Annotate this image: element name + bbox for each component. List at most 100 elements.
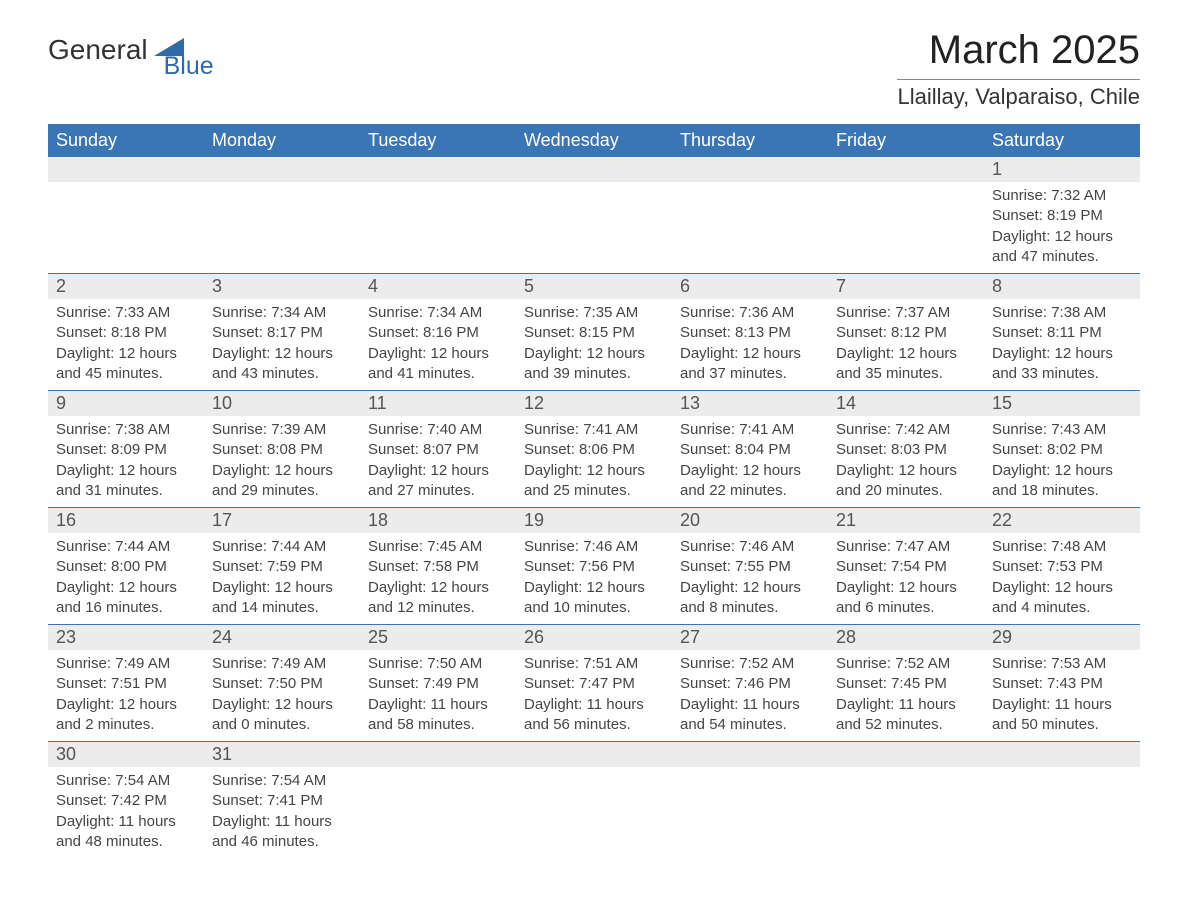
day-number-cell: 4 [360, 274, 516, 300]
day-number-cell: 11 [360, 391, 516, 417]
day-number-cell [48, 157, 204, 182]
day-data-cell: Sunrise: 7:48 AMSunset: 7:53 PMDaylight:… [984, 533, 1140, 625]
weekday-header: Monday [204, 124, 360, 157]
day-data-cell: Sunrise: 7:44 AMSunset: 8:00 PMDaylight:… [48, 533, 204, 625]
day-data-cell: Sunrise: 7:40 AMSunset: 8:07 PMDaylight:… [360, 416, 516, 508]
logo: General Blue [48, 34, 214, 81]
day-data-cell: Sunrise: 7:54 AMSunset: 7:42 PMDaylight:… [48, 767, 204, 858]
day-data-cell: Sunrise: 7:49 AMSunset: 7:51 PMDaylight:… [48, 650, 204, 742]
day-data-cell: Sunrise: 7:54 AMSunset: 7:41 PMDaylight:… [204, 767, 360, 858]
week-number-row: 23242526272829 [48, 625, 1140, 651]
day-data-cell: Sunrise: 7:53 AMSunset: 7:43 PMDaylight:… [984, 650, 1140, 742]
day-data-cell: Sunrise: 7:32 AMSunset: 8:19 PMDaylight:… [984, 182, 1140, 274]
day-number-cell: 16 [48, 508, 204, 534]
day-data-cell: Sunrise: 7:41 AMSunset: 8:04 PMDaylight:… [672, 416, 828, 508]
day-number-cell [984, 742, 1140, 768]
day-number-cell: 14 [828, 391, 984, 417]
day-number-cell [828, 157, 984, 182]
day-data-cell [516, 182, 672, 274]
week-number-row: 2345678 [48, 274, 1140, 300]
weekday-header: Thursday [672, 124, 828, 157]
day-number-cell [360, 157, 516, 182]
weekday-header: Saturday [984, 124, 1140, 157]
day-number-cell: 22 [984, 508, 1140, 534]
day-data-cell: Sunrise: 7:47 AMSunset: 7:54 PMDaylight:… [828, 533, 984, 625]
day-data-cell [672, 182, 828, 274]
day-data-cell [48, 182, 204, 274]
day-number-cell: 25 [360, 625, 516, 651]
day-number-cell: 15 [984, 391, 1140, 417]
week-data-row: Sunrise: 7:49 AMSunset: 7:51 PMDaylight:… [48, 650, 1140, 742]
day-number-cell: 3 [204, 274, 360, 300]
page-title: March 2025 [897, 28, 1140, 73]
day-data-cell [672, 767, 828, 858]
weekday-header: Friday [828, 124, 984, 157]
week-number-row: 9101112131415 [48, 391, 1140, 417]
day-data-cell: Sunrise: 7:44 AMSunset: 7:59 PMDaylight:… [204, 533, 360, 625]
day-number-cell: 13 [672, 391, 828, 417]
day-data-cell: Sunrise: 7:33 AMSunset: 8:18 PMDaylight:… [48, 299, 204, 391]
day-number-cell: 29 [984, 625, 1140, 651]
title-divider [897, 79, 1140, 80]
day-data-cell: Sunrise: 7:43 AMSunset: 8:02 PMDaylight:… [984, 416, 1140, 508]
day-data-cell: Sunrise: 7:39 AMSunset: 8:08 PMDaylight:… [204, 416, 360, 508]
day-number-cell: 27 [672, 625, 828, 651]
day-data-cell: Sunrise: 7:34 AMSunset: 8:17 PMDaylight:… [204, 299, 360, 391]
day-number-cell: 5 [516, 274, 672, 300]
day-number-cell: 31 [204, 742, 360, 768]
location-label: Llaillay, Valparaiso, Chile [897, 84, 1140, 110]
day-number-cell: 18 [360, 508, 516, 534]
day-data-cell: Sunrise: 7:50 AMSunset: 7:49 PMDaylight:… [360, 650, 516, 742]
day-number-cell: 1 [984, 157, 1140, 182]
day-number-cell: 24 [204, 625, 360, 651]
logo-word1: General [48, 34, 148, 66]
week-data-row: Sunrise: 7:38 AMSunset: 8:09 PMDaylight:… [48, 416, 1140, 508]
day-data-cell: Sunrise: 7:41 AMSunset: 8:06 PMDaylight:… [516, 416, 672, 508]
day-data-cell [204, 182, 360, 274]
day-data-cell [828, 182, 984, 274]
day-number-cell: 12 [516, 391, 672, 417]
day-data-cell: Sunrise: 7:42 AMSunset: 8:03 PMDaylight:… [828, 416, 984, 508]
day-number-cell [360, 742, 516, 768]
week-number-row: 3031 [48, 742, 1140, 768]
day-number-cell [204, 157, 360, 182]
weekday-header: Tuesday [360, 124, 516, 157]
day-number-cell: 21 [828, 508, 984, 534]
weekday-header: Wednesday [516, 124, 672, 157]
day-number-cell: 23 [48, 625, 204, 651]
day-data-cell: Sunrise: 7:38 AMSunset: 8:09 PMDaylight:… [48, 416, 204, 508]
day-data-cell: Sunrise: 7:52 AMSunset: 7:46 PMDaylight:… [672, 650, 828, 742]
day-number-cell [828, 742, 984, 768]
day-number-cell: 26 [516, 625, 672, 651]
day-data-cell: Sunrise: 7:46 AMSunset: 7:56 PMDaylight:… [516, 533, 672, 625]
day-number-cell: 19 [516, 508, 672, 534]
day-number-cell [516, 157, 672, 182]
day-number-cell: 2 [48, 274, 204, 300]
day-data-cell: Sunrise: 7:38 AMSunset: 8:11 PMDaylight:… [984, 299, 1140, 391]
day-number-cell: 6 [672, 274, 828, 300]
day-data-cell: Sunrise: 7:45 AMSunset: 7:58 PMDaylight:… [360, 533, 516, 625]
week-data-row: Sunrise: 7:33 AMSunset: 8:18 PMDaylight:… [48, 299, 1140, 391]
day-data-cell: Sunrise: 7:34 AMSunset: 8:16 PMDaylight:… [360, 299, 516, 391]
day-number-cell: 17 [204, 508, 360, 534]
day-data-cell: Sunrise: 7:35 AMSunset: 8:15 PMDaylight:… [516, 299, 672, 391]
weekday-header-row: SundayMondayTuesdayWednesdayThursdayFrid… [48, 124, 1140, 157]
day-number-cell: 30 [48, 742, 204, 768]
day-number-cell [516, 742, 672, 768]
day-number-cell: 7 [828, 274, 984, 300]
day-data-cell [828, 767, 984, 858]
week-number-row: 16171819202122 [48, 508, 1140, 534]
week-data-row: Sunrise: 7:32 AMSunset: 8:19 PMDaylight:… [48, 182, 1140, 274]
day-number-cell [672, 157, 828, 182]
day-number-cell: 20 [672, 508, 828, 534]
day-data-cell [984, 767, 1140, 858]
day-number-cell [672, 742, 828, 768]
week-data-row: Sunrise: 7:44 AMSunset: 8:00 PMDaylight:… [48, 533, 1140, 625]
day-data-cell [360, 182, 516, 274]
logo-word2: Blue [164, 52, 214, 81]
day-number-cell: 10 [204, 391, 360, 417]
week-data-row: Sunrise: 7:54 AMSunset: 7:42 PMDaylight:… [48, 767, 1140, 858]
calendar-table: SundayMondayTuesdayWednesdayThursdayFrid… [48, 124, 1140, 858]
weekday-header: Sunday [48, 124, 204, 157]
day-data-cell: Sunrise: 7:36 AMSunset: 8:13 PMDaylight:… [672, 299, 828, 391]
